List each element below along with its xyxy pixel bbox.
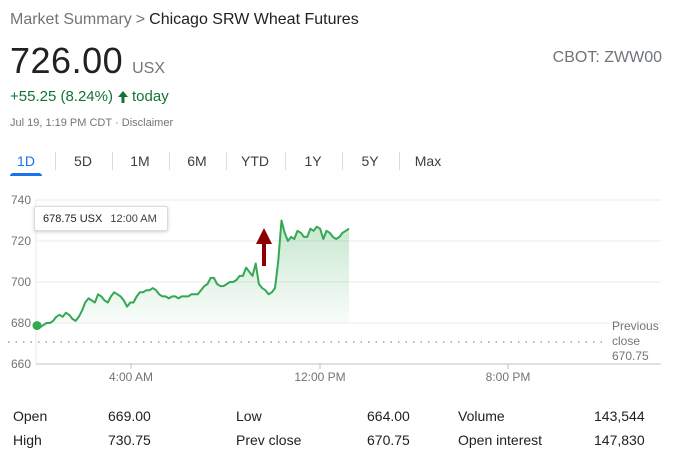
breadcrumb: Market Summary > Chicago SRW Wheat Futures: [10, 11, 359, 29]
price-series-line: [36, 219, 350, 329]
x-tick-label: 8:00 PM: [486, 370, 531, 384]
ticker-symbol: CBOT: ZWW00: [552, 49, 662, 66]
active-tab-indicator: [10, 173, 42, 176]
tab-divider: [399, 152, 400, 170]
tab-ytd[interactable]: YTD: [241, 153, 269, 169]
quote-timestamp: Jul 19, 1:19 PM CDT: [10, 117, 113, 129]
arrow-annotation-icon: [256, 228, 272, 266]
tooltip-time: 12:00 AM: [110, 212, 157, 225]
x-tick-label: 4:00 AM: [109, 370, 153, 384]
tab-6m[interactable]: 6M: [187, 153, 207, 169]
chart-tooltip: 678.75 USX 12:00 AM: [34, 206, 168, 231]
breadcrumb-market-summary[interactable]: Market Summary: [10, 11, 132, 28]
stat-value-low: 664.00: [367, 408, 410, 424]
breadcrumb-separator: >: [135, 11, 146, 28]
y-tick-label: 660: [11, 357, 31, 371]
previous-close-line1: Previous: [612, 319, 659, 333]
stat-label-prev-close: Prev close: [236, 432, 302, 448]
breadcrumb-current: Chicago SRW Wheat Futures: [149, 11, 359, 28]
arrow-up-icon: [118, 90, 128, 103]
previous-close-line2: close: [612, 334, 641, 348]
time-range-tabs: 1D 5D 1M 6M YTD 1Y 5Y Max: [0, 146, 460, 176]
price-chart[interactable]: 740 720 700 680 660 4:00 AM 12:00 PM 8:00 PM: [0, 186, 677, 386]
tooltip-value: 678.75 USX: [43, 212, 103, 225]
previous-close-value: 670.75: [612, 349, 649, 363]
y-tick-label: 700: [11, 275, 31, 289]
price-currency: USX: [132, 60, 166, 77]
stat-label-volume: Volume: [458, 408, 505, 424]
stat-value-high: 730.75: [108, 432, 151, 448]
y-tick-label: 720: [11, 234, 31, 248]
y-tick-label: 680: [11, 316, 31, 330]
x-tick-label: 12:00 PM: [294, 370, 345, 384]
stat-value-volume: 143,544: [594, 408, 645, 424]
tab-max[interactable]: Max: [414, 153, 442, 169]
price-change: +55.25 (8.24%) today: [10, 88, 169, 105]
tab-5y[interactable]: 5Y: [361, 153, 379, 169]
stat-value-prev-close: 670.75: [367, 432, 410, 448]
tab-divider: [55, 152, 56, 170]
meta-separator: ·: [115, 117, 119, 129]
y-tick-label: 740: [11, 193, 31, 207]
tab-divider: [169, 152, 170, 170]
disclaimer-link[interactable]: Disclaimer: [121, 117, 174, 129]
tab-divider: [112, 152, 113, 170]
tab-1m[interactable]: 1M: [130, 153, 150, 169]
stat-label-open-interest: Open interest: [458, 432, 543, 448]
previous-close-label: Previous close 670.75: [612, 319, 659, 364]
hover-point: [32, 321, 42, 331]
stat-value-open: 669.00: [108, 408, 151, 424]
tab-5d[interactable]: 5D: [74, 153, 92, 169]
tab-1d[interactable]: 1D: [17, 153, 35, 169]
tab-divider: [285, 152, 286, 170]
price-area-fill: [37, 220, 349, 328]
stat-label-high: High: [13, 432, 42, 448]
current-price: 726.00: [10, 40, 124, 81]
price-row: 726.00 USX: [10, 40, 165, 82]
quote-meta: Jul 19, 1:19 PM CDT · Disclaimer: [10, 117, 173, 129]
stat-label-low: Low: [236, 408, 262, 424]
tab-divider: [342, 152, 343, 170]
price-chart-svg: 740 720 700 680 660 4:00 AM 12:00 PM 8:00 PM: [8, 193, 661, 384]
tab-1y[interactable]: 1Y: [304, 153, 322, 169]
stat-label-open: Open: [13, 408, 48, 424]
change-amount: +55.25 (8.24%): [10, 88, 113, 105]
tab-divider: [226, 152, 227, 170]
change-period: today: [132, 88, 169, 105]
stat-value-open-interest: 147,830: [594, 432, 645, 448]
